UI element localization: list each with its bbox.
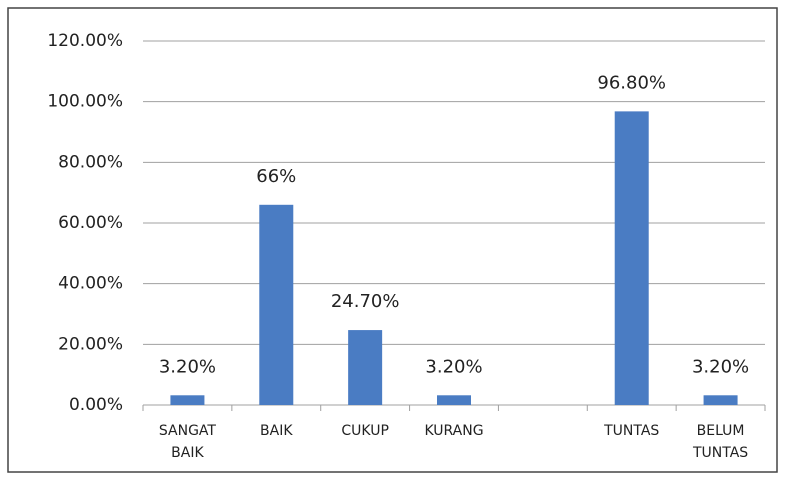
- x-tick-label: SANGAT BAIK: [159, 423, 217, 461]
- bar: [703, 395, 738, 405]
- x-tick-label: CUKUP: [341, 423, 389, 439]
- bar: [437, 395, 471, 405]
- bar: [259, 204, 294, 405]
- x-tick-label: BAIK: [260, 423, 293, 439]
- value-label: 96.80%: [597, 72, 666, 93]
- y-tick-label: 80.00%: [58, 152, 123, 172]
- y-tick-label: 20.00%: [58, 334, 123, 354]
- x-tick-label: BELUM TUNTAS: [692, 423, 748, 461]
- value-label: 3.20%: [425, 356, 482, 377]
- x-tick-label: KURANG: [424, 423, 483, 439]
- y-tick-label: 100.00%: [47, 92, 123, 112]
- y-tick-label: 120.00%: [47, 31, 123, 51]
- y-tick-label: 0.00%: [69, 395, 123, 415]
- bar: [170, 395, 205, 405]
- value-label: 3.20%: [159, 356, 216, 377]
- chart-frame: [7, 7, 778, 473]
- bar: [348, 330, 383, 405]
- value-label: 24.70%: [331, 291, 400, 312]
- x-tick-label: TUNTAS: [603, 423, 659, 439]
- y-tick-label: 60.00%: [58, 213, 123, 233]
- y-tick-label: 40.00%: [58, 274, 123, 294]
- value-label: 66%: [256, 166, 296, 187]
- value-label: 3.20%: [692, 356, 749, 377]
- bar: [614, 111, 649, 405]
